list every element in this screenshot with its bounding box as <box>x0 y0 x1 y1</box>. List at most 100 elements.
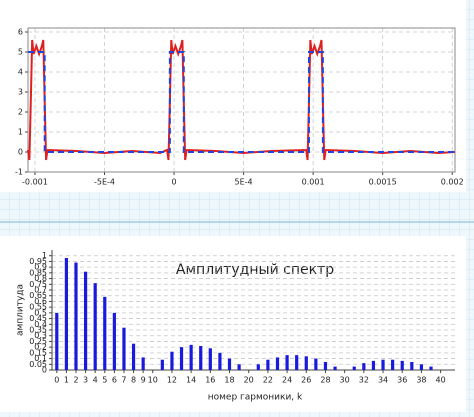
data-line <box>27 39 456 161</box>
bar <box>333 366 337 370</box>
x-tick-label: 40 <box>436 376 446 385</box>
bar <box>74 262 78 370</box>
x-tick-label: 5E-4 <box>235 178 253 187</box>
top-panel <box>0 0 466 192</box>
y-tick-label: 0.25 <box>29 337 47 346</box>
y-tick-label: 0.2 <box>34 343 47 352</box>
chart-title: Амплитудный спектр <box>176 262 334 278</box>
y-tick-label: 5 <box>18 48 23 57</box>
y-tick-label: 0.05 <box>29 360 47 369</box>
bar <box>218 352 222 370</box>
bar <box>323 362 328 370</box>
bar <box>83 271 88 370</box>
y-tick-label: 0.6 <box>34 297 47 306</box>
y-tick-label: 0.1 <box>34 354 47 363</box>
bar <box>64 258 68 370</box>
x-tick-label: 0 <box>171 178 176 187</box>
y-tick-label: 0.3 <box>34 331 47 340</box>
bar <box>112 312 116 370</box>
y-tick-label: 0.55 <box>29 303 47 312</box>
bar <box>93 283 97 370</box>
x-tick-label: 16 <box>205 376 215 385</box>
bar <box>371 360 376 370</box>
bar <box>304 356 308 370</box>
bar <box>275 357 280 370</box>
x-tick-label: 24 <box>282 376 292 385</box>
y-tick-label: 0.5 <box>34 308 47 317</box>
bar <box>256 364 260 370</box>
x-tick-label: 9 <box>141 376 146 385</box>
y-tick-label: 0.65 <box>29 291 47 300</box>
bar <box>429 366 433 370</box>
x-tick-label: -5E-4 <box>94 178 115 187</box>
y-tick-label: 0 <box>42 366 47 375</box>
bar <box>352 366 356 370</box>
bar <box>400 360 404 370</box>
y-tick-label: 3 <box>18 88 23 97</box>
bar <box>55 312 59 370</box>
bar <box>208 348 212 370</box>
bar <box>170 351 174 370</box>
bar <box>160 359 164 370</box>
bar <box>314 358 318 370</box>
bar <box>391 359 395 370</box>
x-tick-label: 14 <box>186 376 196 385</box>
bar <box>266 359 270 370</box>
bar <box>199 346 203 370</box>
bar <box>419 364 424 370</box>
y-tick-label: 0 <box>18 148 23 157</box>
bar <box>122 327 126 370</box>
bar <box>179 347 184 370</box>
x-tick-label: 1 <box>64 376 69 385</box>
y-tick-label: 0.7 <box>34 286 47 295</box>
x-tick-label: 5 <box>102 376 107 385</box>
x-tick-label: 8 <box>131 376 136 385</box>
x-axis-label: номер гармоники, k <box>208 393 303 403</box>
y-tick-label: 0.4 <box>34 320 47 329</box>
x-tick-label: 30 <box>340 376 350 385</box>
x-tick-label: 0.002 <box>441 178 464 187</box>
x-tick-label: 22 <box>263 376 273 385</box>
x-tick-label: 3 <box>83 376 88 385</box>
x-tick-label: 18 <box>224 376 234 385</box>
x-tick-label: 38 <box>416 376 426 385</box>
bar <box>285 355 289 370</box>
bar <box>410 362 414 370</box>
x-tick-label: 10 <box>148 376 158 385</box>
x-tick-label: 32 <box>359 376 369 385</box>
y-tick-label: 1 <box>18 128 23 137</box>
y-tick-label: 1 <box>42 251 47 260</box>
x-tick-label: 7 <box>121 376 126 385</box>
bar <box>189 344 193 370</box>
x-tick-label: 4 <box>93 376 98 385</box>
x-tick-label: 26 <box>301 376 311 385</box>
y-tick-label: 0.8 <box>34 274 47 283</box>
x-tick-label: 36 <box>397 376 407 385</box>
x-tick-label: 0.001 <box>302 178 325 187</box>
x-tick-label: 12 <box>167 376 177 385</box>
y-tick-label: 0.75 <box>29 280 47 289</box>
y-tick-label: 0.9 <box>34 263 47 272</box>
y-axis-label: амплитуда <box>16 284 26 336</box>
x-tick-label: 0.0015 <box>369 178 397 187</box>
data-line <box>28 51 455 153</box>
x-tick-label: 20 <box>244 376 254 385</box>
x-tick-label: -0.001 <box>22 178 48 187</box>
plot-frame <box>27 27 456 173</box>
y-tick-label: 0.15 <box>29 348 47 357</box>
x-tick-label: 0 <box>54 376 59 385</box>
y-tick-label: -1 <box>15 168 23 177</box>
bar <box>237 364 241 370</box>
y-tick-label: 0.95 <box>29 257 47 266</box>
x-tick-label: 28 <box>320 376 330 385</box>
y-tick-label: 2 <box>18 108 23 117</box>
x-tick-label: 2 <box>73 376 78 385</box>
y-tick-label: 0.35 <box>29 326 47 335</box>
bar <box>103 296 107 370</box>
x-tick-label: 34 <box>378 376 388 385</box>
y-tick-label: 0.85 <box>29 268 47 277</box>
bar <box>131 343 136 370</box>
y-tick-label: 6 <box>18 28 23 37</box>
bar <box>227 358 232 370</box>
